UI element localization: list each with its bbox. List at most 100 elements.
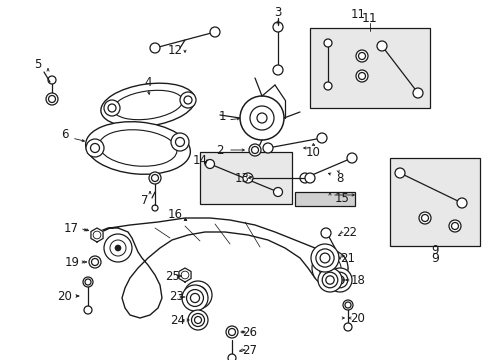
Circle shape: [149, 172, 161, 184]
Polygon shape: [91, 228, 103, 242]
Circle shape: [115, 245, 121, 251]
Text: 11: 11: [362, 12, 377, 24]
Circle shape: [48, 76, 56, 84]
Circle shape: [355, 70, 367, 82]
Text: 24: 24: [170, 314, 185, 327]
Circle shape: [187, 310, 207, 330]
Circle shape: [324, 39, 331, 47]
Circle shape: [251, 147, 258, 153]
Circle shape: [335, 276, 344, 284]
Text: 7: 7: [141, 194, 148, 207]
Text: 22: 22: [342, 225, 357, 238]
Circle shape: [180, 92, 196, 108]
Circle shape: [104, 100, 120, 116]
Text: 16: 16: [167, 208, 182, 221]
Text: 6: 6: [61, 129, 69, 141]
Text: 27: 27: [242, 343, 257, 356]
Text: 12: 12: [167, 44, 182, 57]
Bar: [294, 192, 354, 206]
Text: 25: 25: [165, 270, 180, 283]
Circle shape: [320, 253, 329, 263]
Circle shape: [110, 240, 126, 256]
Text: 2: 2: [216, 144, 224, 157]
Circle shape: [227, 354, 236, 360]
Circle shape: [85, 279, 91, 285]
Text: 4: 4: [144, 76, 151, 89]
Circle shape: [310, 244, 338, 272]
Circle shape: [315, 249, 333, 267]
Circle shape: [86, 139, 104, 157]
Circle shape: [175, 138, 184, 147]
Circle shape: [299, 173, 309, 183]
Circle shape: [194, 316, 201, 324]
Text: 21: 21: [340, 252, 355, 265]
Ellipse shape: [85, 122, 190, 174]
Circle shape: [48, 95, 55, 103]
Circle shape: [327, 268, 351, 292]
Text: 17: 17: [63, 221, 79, 234]
Text: 1: 1: [218, 109, 225, 122]
Text: 15: 15: [334, 192, 349, 204]
Circle shape: [91, 258, 98, 266]
Ellipse shape: [113, 90, 183, 120]
Polygon shape: [179, 268, 191, 282]
Text: 3: 3: [274, 5, 281, 18]
Circle shape: [421, 215, 427, 221]
Circle shape: [342, 300, 352, 310]
Circle shape: [376, 41, 386, 51]
Circle shape: [324, 82, 331, 90]
Circle shape: [272, 22, 283, 32]
Text: 14: 14: [192, 153, 207, 166]
Text: 26: 26: [242, 327, 257, 339]
Text: 11: 11: [350, 9, 365, 22]
Circle shape: [243, 173, 252, 183]
Circle shape: [322, 272, 337, 288]
Circle shape: [181, 271, 188, 279]
Text: 9: 9: [430, 243, 438, 256]
Circle shape: [346, 153, 356, 163]
Circle shape: [343, 323, 351, 331]
Text: 5: 5: [34, 58, 41, 72]
Circle shape: [331, 272, 347, 288]
Ellipse shape: [99, 130, 177, 166]
Circle shape: [104, 234, 132, 262]
Circle shape: [317, 268, 341, 292]
Circle shape: [418, 212, 430, 224]
Circle shape: [305, 173, 314, 183]
Text: 13: 13: [234, 171, 249, 184]
Circle shape: [257, 113, 266, 123]
Circle shape: [345, 302, 350, 308]
Circle shape: [358, 72, 365, 80]
Circle shape: [209, 27, 220, 37]
Circle shape: [205, 159, 214, 168]
Circle shape: [89, 256, 101, 268]
Circle shape: [191, 314, 204, 327]
Text: 10: 10: [305, 145, 320, 158]
Circle shape: [90, 144, 99, 153]
Circle shape: [93, 231, 101, 239]
Circle shape: [263, 143, 272, 153]
Circle shape: [228, 328, 235, 336]
Circle shape: [183, 281, 212, 309]
Text: 8: 8: [336, 171, 343, 184]
Circle shape: [190, 293, 199, 302]
Circle shape: [183, 96, 192, 104]
Circle shape: [240, 96, 284, 140]
Circle shape: [311, 250, 347, 286]
Text: 18: 18: [350, 274, 365, 287]
Bar: [389, 158, 479, 246]
Text: 19: 19: [64, 256, 80, 269]
Circle shape: [171, 133, 189, 151]
Bar: [309, 28, 429, 108]
Circle shape: [182, 285, 207, 311]
Circle shape: [272, 65, 283, 75]
Circle shape: [320, 228, 330, 238]
Circle shape: [325, 276, 333, 284]
Text: 20: 20: [58, 289, 72, 302]
Circle shape: [456, 198, 466, 208]
Circle shape: [186, 289, 203, 306]
Circle shape: [316, 133, 326, 143]
Circle shape: [46, 93, 58, 105]
Circle shape: [249, 106, 273, 130]
Circle shape: [225, 326, 238, 338]
